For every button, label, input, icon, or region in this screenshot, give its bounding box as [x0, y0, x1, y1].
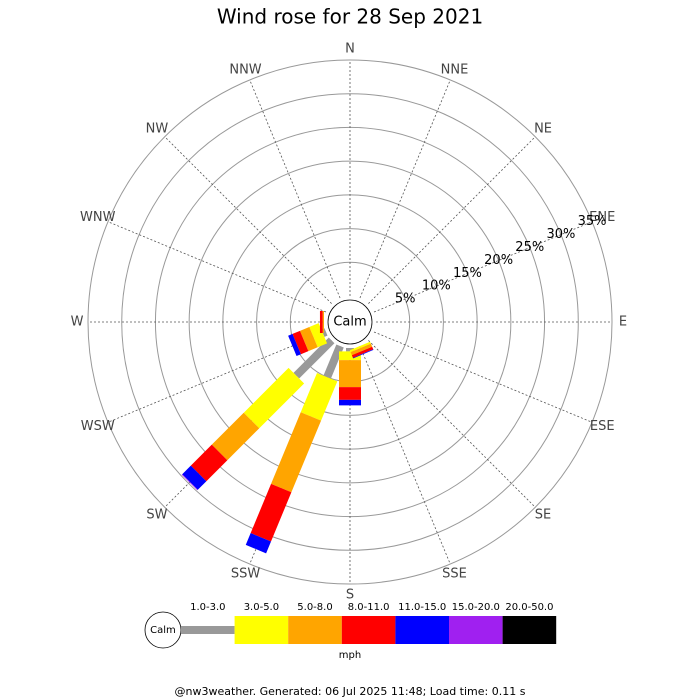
direction-label: SSE	[442, 567, 467, 582]
bar-segment	[351, 346, 374, 358]
direction-label: NW	[146, 121, 169, 136]
bar-segment	[243, 367, 305, 429]
legend-label: 20.0-50.0	[505, 602, 553, 613]
bar-segment	[211, 412, 260, 461]
bar-segment	[245, 533, 271, 554]
r-tick-label: 35%	[578, 214, 607, 229]
spoke	[359, 79, 451, 299]
grid-ring	[87, 59, 613, 585]
grid-ring	[256, 228, 444, 416]
legend-label: 15.0-20.0	[452, 602, 500, 613]
bar-segment	[292, 330, 309, 355]
direction-label: ENE	[589, 210, 615, 225]
direction-label: ESE	[590, 419, 615, 434]
direction-label: S	[346, 588, 354, 603]
bar-segment	[339, 360, 361, 388]
direction-label: NNW	[229, 62, 261, 77]
direction-label: W	[71, 315, 84, 330]
calm-circle	[327, 299, 373, 345]
legend-calm-label: Calm	[150, 625, 176, 636]
direction-label: WNW	[80, 210, 116, 225]
bar-segment	[349, 341, 371, 353]
r-tick-label: 20%	[484, 253, 513, 268]
bar-segment	[339, 399, 361, 406]
r-tick-label: 25%	[515, 240, 544, 255]
direction-label: WSW	[81, 419, 115, 434]
direction-label: SSW	[231, 567, 261, 582]
legend-swatch	[234, 616, 289, 644]
legend-label: 11.0-15.0	[398, 602, 446, 613]
spoke	[359, 345, 451, 565]
bar-segment	[323, 344, 344, 379]
legend-swatch	[181, 626, 235, 634]
direction-label: NNE	[441, 62, 469, 77]
bar-segment	[309, 323, 328, 348]
bar-segment	[322, 311, 324, 333]
spoke	[107, 331, 327, 423]
spoke	[249, 79, 341, 299]
bar-segment	[352, 349, 374, 359]
bar-segment	[319, 311, 323, 333]
spoke	[107, 221, 327, 313]
bar-segment	[300, 372, 338, 421]
spoke	[368, 340, 536, 508]
spoke	[164, 136, 332, 304]
calm-label: Calm	[333, 315, 366, 330]
spoke	[368, 136, 536, 304]
bar-segment	[350, 343, 373, 356]
legend-label: 3.0-5.0	[244, 602, 279, 613]
direction-label: SE	[535, 508, 551, 523]
bar-segment	[339, 387, 361, 400]
legend-swatch	[288, 616, 342, 644]
chart-title: Wind rose for 28 Sep 2021	[217, 5, 483, 29]
bar-segment	[293, 337, 335, 379]
legend-label: 1.0-3.0	[190, 602, 225, 613]
legend-swatch	[341, 616, 396, 644]
legend-swatch	[449, 616, 503, 644]
bar-segment	[299, 326, 318, 352]
footer: @nw3weather. Generated: 06 Jul 2025 11:4…	[175, 685, 526, 698]
direction-label: E	[619, 315, 627, 330]
r-tick-label: 10%	[422, 279, 451, 294]
direction-label: NE	[534, 121, 552, 136]
direction-label: SW	[146, 508, 167, 523]
legend-swatch	[502, 616, 557, 644]
r-tick-label: 30%	[546, 227, 575, 242]
spoke	[373, 331, 593, 423]
grid-ring	[121, 93, 579, 551]
bar-segment	[182, 465, 207, 490]
legend-label: 5.0-8.0	[297, 602, 332, 613]
grid-ring	[188, 160, 512, 484]
units-label: mph	[339, 650, 361, 661]
bar-segment	[250, 483, 292, 542]
bar-segment	[190, 444, 228, 482]
legend-label: 8.0-11.0	[348, 602, 390, 613]
direction-label: N	[345, 42, 355, 57]
r-tick-label: 15%	[453, 266, 482, 281]
bar-segment	[288, 333, 301, 357]
legend-swatch	[395, 616, 449, 644]
r-tick-label: 5%	[395, 292, 416, 307]
spoke	[373, 221, 593, 313]
bar-segment	[181, 474, 198, 491]
bar-segment	[271, 412, 322, 493]
